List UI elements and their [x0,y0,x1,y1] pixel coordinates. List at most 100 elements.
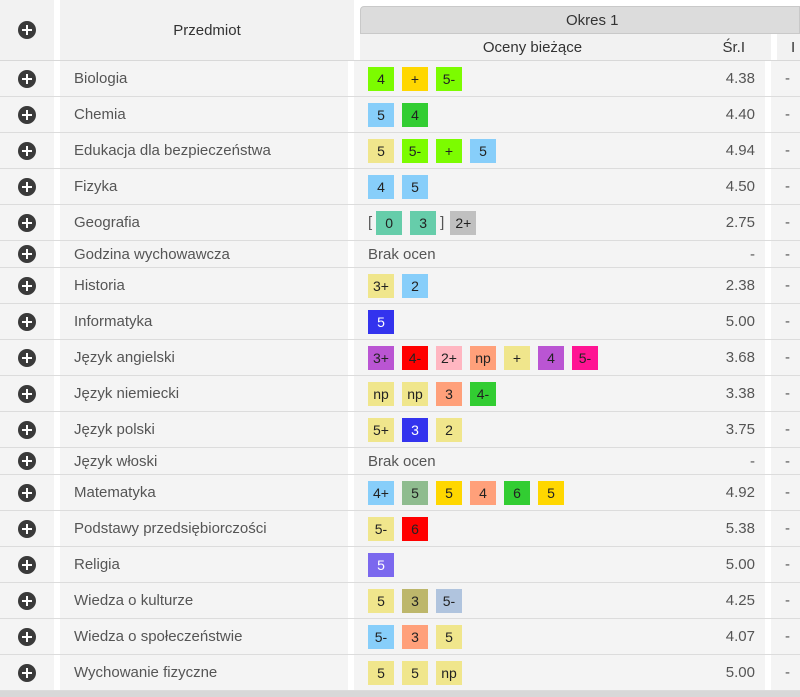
grade-badge[interactable]: 5 [368,102,394,127]
grade-badge[interactable]: 5- [436,588,462,613]
average-value: - [699,241,771,267]
subject-name: Edukacja dla bezpieczeństwa [60,133,354,168]
grade-badge[interactable]: np [402,381,428,406]
grade-badge[interactable]: 6 [504,480,530,505]
final-grade: - [771,412,800,447]
grade-badge[interactable]: 5 [368,552,394,577]
average-value: 4.50 [699,169,771,204]
grade-badge[interactable]: 4- [470,381,496,406]
average-value: 4.92 [699,475,771,510]
grade-badge[interactable]: 4- [402,345,428,370]
grade-badge[interactable]: 3 [410,210,437,235]
grade-badge[interactable]: 3 [402,624,428,649]
expand-plus-icon[interactable] [18,591,36,610]
grade-badge[interactable]: 4 [368,66,394,91]
expand-plus-icon[interactable] [18,276,36,295]
expand-all-icon[interactable] [18,21,36,39]
grades-cell: Brak ocen [354,448,699,474]
grade-badge[interactable]: 3 [402,588,428,613]
grade-badge[interactable]: 5 [368,588,394,613]
final-grade: - [771,241,800,267]
grades-cell: [0 3] 2+ [354,205,699,240]
subject-name: Język włoski [60,448,354,474]
grade-badge[interactable]: 5 [368,309,394,334]
table-body: Biologia 4 +5- 4.38- Chemia 5 4 4.40- Edukacja d… [0,61,800,691]
expand-cell [0,205,60,240]
table-row: Wiedza o społeczeństwie 5- 3 5 4.07- [0,619,800,655]
average-value: 3.68 [699,340,771,375]
grade-badge[interactable]: 2+ [450,210,477,235]
grade-badge[interactable]: 2 [402,273,428,298]
table-row: Chemia 5 4 4.40- [0,97,800,133]
expand-cell [0,97,60,132]
average-value: 4.38 [699,61,771,96]
grade-badge[interactable]: np [368,381,394,406]
expand-cell [0,547,60,582]
grade-badge[interactable]: 5 [436,480,462,505]
grades-cell: 3+ 2 [354,268,699,303]
grade-badge[interactable]: 2+ [436,345,462,370]
expand-plus-icon[interactable] [18,105,36,124]
subject-name: Podstawy przedsiębiorczości [60,511,354,546]
grade-badge[interactable]: 5- [572,345,598,370]
grade-badge[interactable]: 4+ [368,480,394,505]
expand-plus-icon[interactable] [18,452,36,470]
grade-badge[interactable]: 5- [436,66,462,91]
header-period-group: Okres 1 Oceny bieżące Śr.I I [360,0,800,60]
grade-badge[interactable]: 5- [402,138,428,163]
grades-cell: 5 3 5- [354,583,699,618]
grade-badge[interactable]: 4 [402,102,428,127]
grade-badge[interactable]: 5 [436,624,462,649]
grade-badge[interactable]: 5- [368,516,394,541]
grade-badge[interactable]: 4 [538,345,564,370]
grade-badge[interactable]: 3 [436,381,462,406]
table-header: Przedmiot Okres 1 Oceny bieżące Śr.I I [0,0,800,61]
expand-plus-icon[interactable] [18,312,36,331]
grade-badge[interactable]: np [470,345,496,370]
expand-plus-icon[interactable] [18,141,36,160]
grade-badge[interactable]: + [436,138,462,163]
final-grade: - [771,304,800,339]
final-grade: - [771,340,800,375]
grade-badge[interactable]: + [504,345,530,370]
expand-plus-icon[interactable] [18,213,36,232]
expand-cell [0,340,60,375]
no-grades-text: Brak ocen [368,452,436,470]
grade-badge[interactable]: 0 [376,210,403,235]
table-row: Religia 5 5.00- [0,547,800,583]
subject-name: Matematyka [60,475,354,510]
grade-badge[interactable]: 4 [368,174,394,199]
grade-badge[interactable]: 5 [538,480,564,505]
header-period: Okres 1 [360,6,800,34]
grade-badge[interactable]: 4 [470,480,496,505]
expand-plus-icon[interactable] [18,177,36,196]
grade-badge[interactable]: 3+ [368,273,394,298]
expand-plus-icon[interactable] [18,384,36,403]
grade-badge[interactable]: 5 [402,174,428,199]
grade-badge[interactable]: 5 [470,138,496,163]
grade-badge[interactable]: 5- [368,624,394,649]
grade-badge[interactable]: 5 [402,480,428,505]
grades-cell: Brak ocen [354,241,699,267]
expand-plus-icon[interactable] [18,519,36,538]
expand-plus-icon[interactable] [18,245,36,263]
grade-badge[interactable]: 5 [368,138,394,163]
table-row: Informatyka 5 5.00- [0,304,800,340]
grade-badge[interactable]: 2 [436,417,462,442]
expand-plus-icon[interactable] [18,627,36,646]
average-value: 2.75 [699,205,771,240]
grade-badge[interactable]: 5+ [368,417,394,442]
expand-plus-icon[interactable] [18,69,36,88]
grade-badge[interactable]: + [402,66,428,91]
subject-name: Historia [60,268,354,303]
header-subject: Przedmiot [60,0,360,60]
grade-badge[interactable]: 3+ [368,345,394,370]
grade-badge[interactable]: 3 [402,417,428,442]
expand-plus-icon[interactable] [18,348,36,367]
expand-plus-icon[interactable] [18,555,36,574]
expand-plus-icon[interactable] [18,420,36,439]
grade-badge[interactable]: 6 [402,516,428,541]
expand-plus-icon[interactable] [18,483,36,502]
